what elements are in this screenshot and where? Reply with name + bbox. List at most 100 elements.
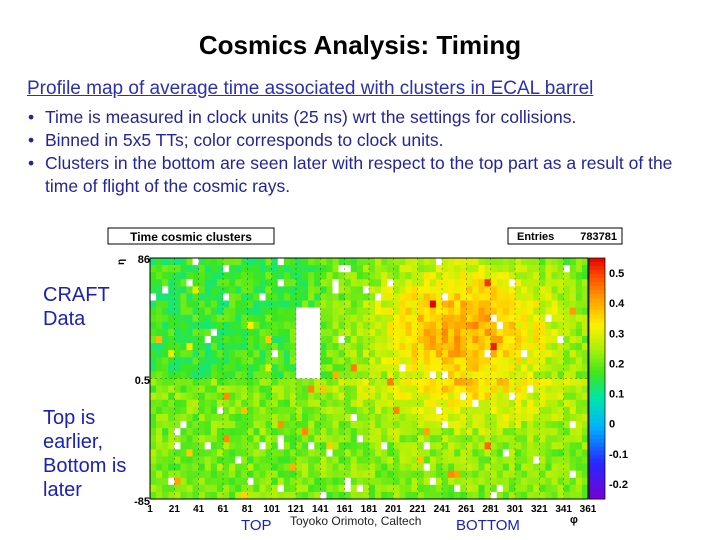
- heatmap-cell: [496, 357, 504, 365]
- heatmap-cell: [454, 293, 461, 301]
- heatmap-cell: [296, 300, 303, 308]
- heatmap-cell: [180, 484, 187, 493]
- heatmap-cell: [581, 399, 589, 408]
- heatmap-cell: [229, 491, 236, 500]
- stats-box: [507, 227, 623, 245]
- heatmap-cell: [545, 442, 552, 450]
- colorbar: [588, 257, 606, 500]
- heatmap-cell: [454, 300, 461, 308]
- heatmap-cell: [527, 279, 534, 287]
- heatmap-cell: [569, 272, 577, 280]
- heatmap-cell: [429, 258, 437, 266]
- heatmap-cell: [508, 300, 516, 308]
- heatmap-cell: [283, 399, 291, 408]
- heatmap-cell: [229, 321, 236, 330]
- heatmap-cell: [381, 258, 388, 266]
- colorbar-segment: [589, 334, 605, 339]
- heatmap-cell: [490, 385, 498, 393]
- heatmap-cell: [411, 350, 418, 358]
- heatmap-cell: [180, 293, 187, 301]
- heatmap-cell: [253, 279, 260, 287]
- colorbar-segment: [589, 430, 605, 436]
- heatmap-cell: [271, 357, 279, 365]
- colorbar-segment: [589, 354, 605, 359]
- heatmap-cell: [423, 272, 431, 280]
- heatmap-cell: [302, 463, 309, 471]
- heatmap-cell: [442, 350, 449, 358]
- heatmap-cell: [521, 470, 528, 479]
- heatmap-cell: [581, 321, 589, 330]
- heatmap-cell: [362, 428, 370, 436]
- heatmap-cell: [405, 364, 412, 372]
- heatmap-cell: [168, 371, 175, 379]
- heatmap-cell: [229, 463, 236, 471]
- heatmap-cell: [235, 258, 242, 266]
- heatmap-cell: [265, 364, 272, 372]
- heatmap-cell: [533, 286, 540, 294]
- heatmap-cell: [314, 350, 321, 358]
- heatmap-cell: [174, 293, 181, 301]
- heatmap-cell: [435, 293, 443, 301]
- heatmap-cell: [216, 328, 224, 337]
- heatmap-cell: [496, 385, 504, 393]
- heatmap-cell: [283, 272, 291, 280]
- heatmap-cell: [308, 350, 315, 358]
- heatmap-cell: [490, 279, 498, 287]
- colorbar-segment: [589, 358, 605, 363]
- heatmap-cell: [423, 484, 431, 493]
- heatmap-cell: [369, 307, 376, 316]
- heatmap-cell: [296, 378, 303, 386]
- colorbar-segment: [589, 302, 605, 307]
- heatmap-cell: [460, 399, 467, 408]
- heatmap-cell: [478, 286, 485, 294]
- heatmap-cell: [417, 335, 425, 344]
- heatmap-cell: [223, 328, 230, 337]
- heatmap-cell: [448, 300, 455, 308]
- heatmap-cell: [393, 406, 400, 415]
- slide-title: Cosmics Analysis: Timing: [198, 30, 522, 60]
- heatmap-cell: [289, 435, 297, 443]
- heatmap-cell: [308, 421, 315, 429]
- colorbar-segment: [589, 386, 605, 392]
- heatmap-cell: [435, 350, 443, 358]
- heatmap-cell: [454, 371, 461, 379]
- heatmap-cell: [289, 371, 297, 379]
- heatmap-cell: [527, 343, 534, 351]
- x-tick-label: 221: [409, 504, 426, 515]
- heatmap-cell: [271, 406, 279, 415]
- heatmap-cell: [320, 413, 327, 422]
- heatmap-cell: [557, 456, 564, 464]
- heatmap-cell: [369, 371, 376, 379]
- heatmap-cell: [338, 258, 345, 266]
- heatmap-cell: [496, 463, 504, 471]
- heatmap-cell: [411, 293, 418, 301]
- heatmap-cell: [289, 421, 297, 429]
- heatmap-cell: [271, 364, 279, 372]
- heatmap-cell: [508, 378, 516, 386]
- heatmap-cell: [180, 435, 187, 443]
- heatmap-cell: [423, 435, 431, 443]
- heatmap-cell: [210, 314, 218, 323]
- heatmap-cell: [150, 328, 157, 337]
- heatmap-cell: [277, 286, 285, 294]
- heatmap-cell: [174, 272, 181, 280]
- heatmap-cell: [362, 272, 370, 280]
- heatmap-cell: [387, 364, 394, 372]
- heatmap-cell: [356, 364, 364, 372]
- heatmap-cell: [369, 477, 376, 486]
- heatmap-cell: [150, 272, 157, 280]
- heatmap-cell: [484, 314, 491, 323]
- heatmap-cell: [296, 491, 303, 500]
- heatmap-cell: [375, 413, 382, 422]
- heatmap-cell: [496, 470, 504, 479]
- heatmap-cell: [314, 371, 321, 379]
- heatmap-cell: [259, 428, 266, 436]
- heatmap-cell: [551, 385, 558, 393]
- colorbar-segment: [589, 434, 605, 440]
- heatmap-cell: [496, 335, 504, 344]
- heatmap-cell: [557, 484, 564, 493]
- heatmap-cell: [569, 413, 577, 422]
- heatmap-cell: [180, 371, 187, 379]
- heatmap-cell: [216, 272, 224, 280]
- heatmap-cell: [521, 371, 528, 379]
